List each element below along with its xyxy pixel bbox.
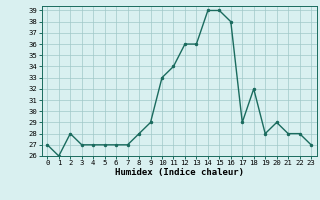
X-axis label: Humidex (Indice chaleur): Humidex (Indice chaleur) (115, 168, 244, 177)
